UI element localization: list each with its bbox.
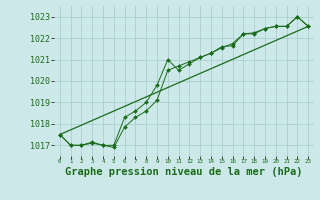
X-axis label: Graphe pression niveau de la mer (hPa): Graphe pression niveau de la mer (hPa)	[65, 167, 303, 177]
